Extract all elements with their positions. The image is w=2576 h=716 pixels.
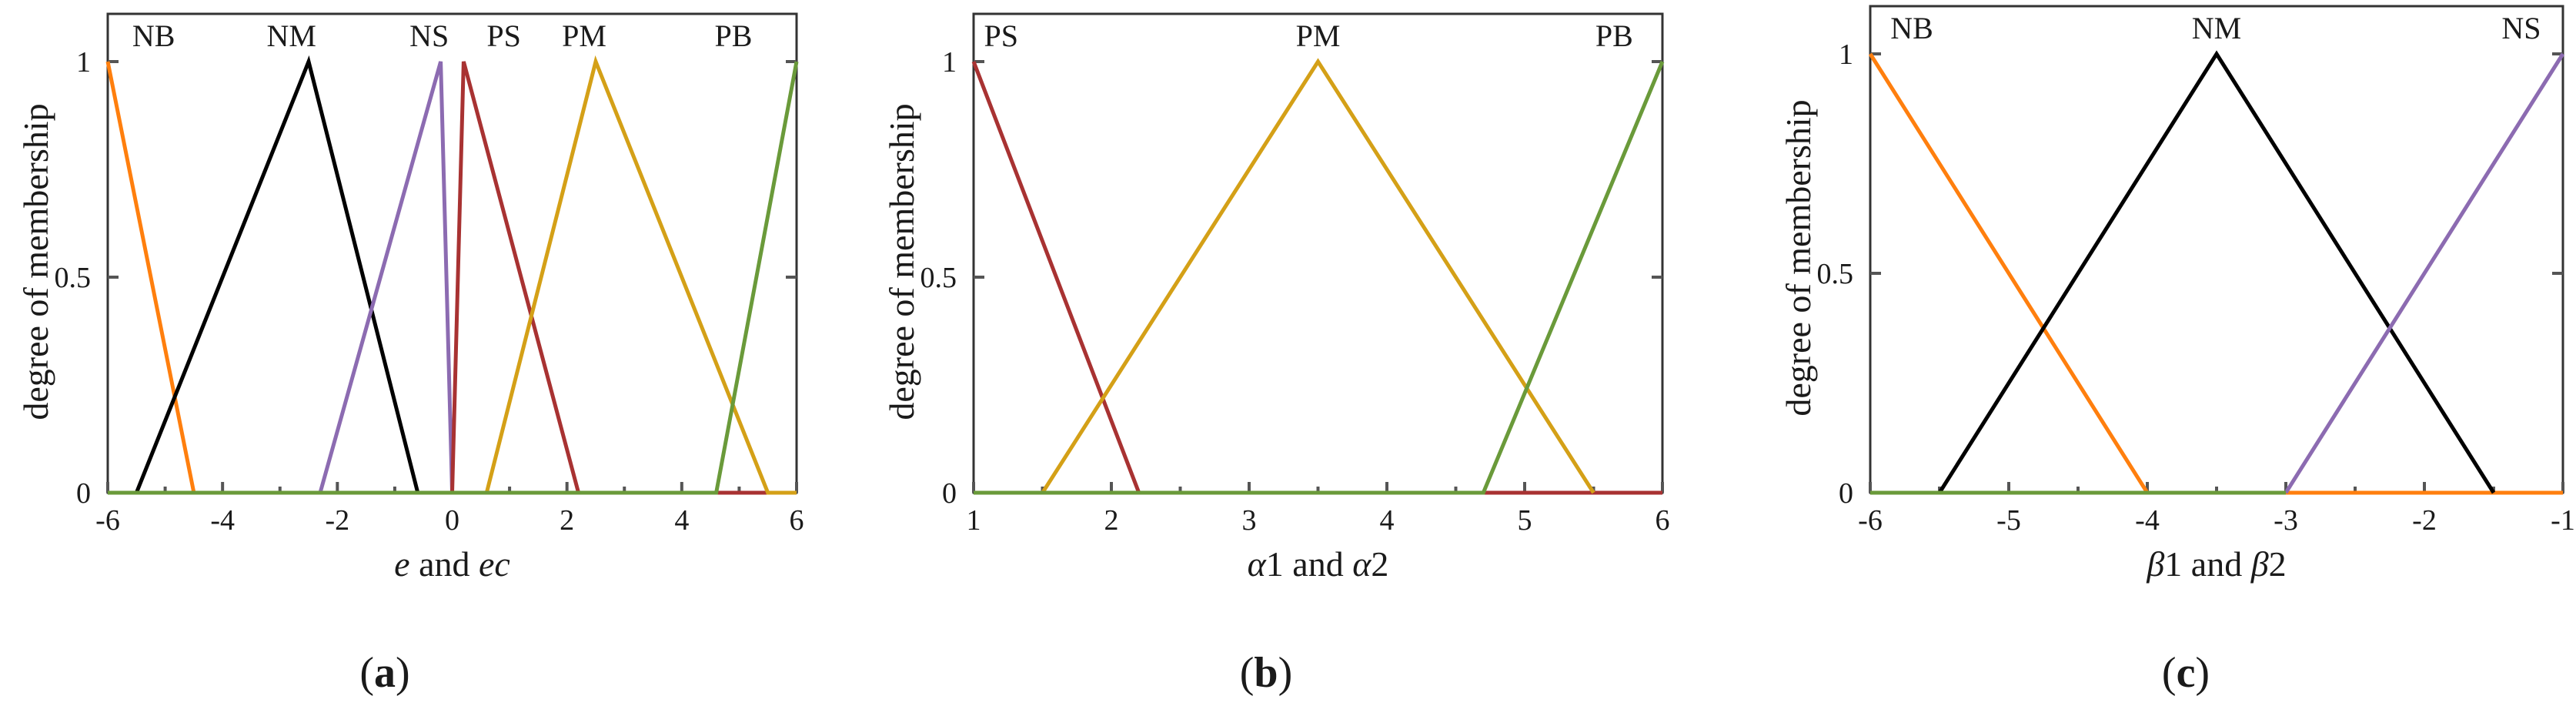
panel-label-part: ( xyxy=(2162,649,2177,697)
mf-label-pb: PB xyxy=(1595,18,1633,53)
y-tick-label: 1 xyxy=(942,46,957,79)
series-line-ps xyxy=(971,61,1662,495)
x-axis-title-part: 1 xyxy=(2164,544,2182,584)
x-axis-title-part: and xyxy=(1284,544,1352,584)
x-axis-title-part: 2 xyxy=(1371,544,1388,584)
x-axis-title-part: 1 xyxy=(1266,544,1284,584)
panel-label-part: c xyxy=(2177,649,2196,697)
x-tick-label: -4 xyxy=(210,504,235,537)
x-axis-title-part: β xyxy=(2250,544,2269,584)
x-tick-label: 2 xyxy=(560,504,574,537)
x-axis-title-part: α xyxy=(1248,544,1267,584)
x-tick-label: -6 xyxy=(1858,504,1883,537)
series-line-ns xyxy=(318,61,454,494)
mf-label-nb: NB xyxy=(132,18,175,53)
x-axis-title-part: e xyxy=(394,544,409,584)
chart-panel-c: 0 0.5 1 -6 -5 -4 -3 -2 -1 NB NM NS degree of members… xyxy=(1779,5,2575,697)
x-tick-label: 4 xyxy=(1380,504,1395,537)
x-tick-label: -2 xyxy=(2412,504,2437,537)
series-line-nm xyxy=(134,55,420,494)
y-tick-label: 0.5 xyxy=(920,262,957,294)
x-tick-label: -5 xyxy=(1996,504,2021,537)
axes-frame xyxy=(972,12,1664,494)
y-tick-label: 1 xyxy=(1839,38,1853,71)
y-tick-label: 1 xyxy=(76,46,91,79)
panel-label-part: ) xyxy=(2195,649,2210,697)
x-tick-label: 6 xyxy=(790,504,804,537)
x-axis-title-part: and xyxy=(410,544,479,584)
x-axis-title: α1 and α2 xyxy=(1248,544,1389,584)
x-axis-title-part: β xyxy=(2146,544,2164,584)
x-axis-title-part: α xyxy=(1352,544,1372,584)
x-tick-label: 6 xyxy=(1656,504,1670,537)
x-tick-label: -6 xyxy=(95,504,120,537)
x-axis-title: e and ec xyxy=(394,544,510,584)
x-tick-label: 5 xyxy=(1518,504,1532,537)
mf-label-nm: NM xyxy=(266,18,316,53)
y-tick-label: 0 xyxy=(76,477,91,510)
series-line-nb xyxy=(1868,52,2563,495)
mf-label-ns: NS xyxy=(409,18,449,53)
series-line-ns xyxy=(2284,52,2565,494)
y-tick-label: 0.5 xyxy=(1817,258,1854,290)
panel-label-part: a xyxy=(374,649,396,697)
panel-label-part: ( xyxy=(1240,649,1255,697)
panel-label: (a) xyxy=(359,649,409,697)
x-axis-title: β1 and β2 xyxy=(2146,544,2286,584)
series-line-pm xyxy=(484,55,797,495)
series-line-pb xyxy=(108,61,799,495)
x-tick-label: -1 xyxy=(2551,504,2575,537)
y-axis-title: degree of membership xyxy=(16,103,55,420)
axes-frame xyxy=(1869,5,2564,494)
x-tick-label: -4 xyxy=(2135,504,2160,537)
y-tick-label: 0 xyxy=(1839,477,1853,510)
mf-label-pm: PM xyxy=(1296,18,1341,53)
panel-label: (c) xyxy=(2162,649,2210,697)
x-axis-title-part: and xyxy=(2182,544,2250,584)
mf-label-nm: NM xyxy=(2192,11,2241,45)
x-tick-label: 1 xyxy=(967,504,981,537)
x-axis-title-part: ec xyxy=(479,544,510,584)
mf-label-nb: NB xyxy=(1890,11,1933,45)
y-tick-label: 0 xyxy=(942,477,957,510)
series-line-pb xyxy=(974,61,1665,495)
panel-label-part: ) xyxy=(1278,649,1293,697)
mf-label-ps: PS xyxy=(486,18,521,53)
mf-label-pb: PB xyxy=(714,18,752,53)
panel-label-part: ) xyxy=(396,649,410,697)
mf-label-pm: PM xyxy=(562,18,606,53)
panel-label-part: ( xyxy=(359,649,374,697)
y-axis-title: degree of membership xyxy=(1779,99,1818,416)
x-tick-label: 2 xyxy=(1104,504,1119,537)
x-tick-label: 4 xyxy=(674,504,689,537)
x-tick-label: -2 xyxy=(326,504,350,537)
mf-label-ps: PS xyxy=(984,18,1019,53)
mf-label-ns: NS xyxy=(2501,11,2541,45)
series-line-pm xyxy=(1041,58,1595,494)
x-axis-title-part: 2 xyxy=(2269,544,2287,584)
chart-panel-b: 0 0.5 1 1 2 3 4 5 6 PS PM PB degree of membership α1 … xyxy=(882,12,1670,697)
x-tick-label: 0 xyxy=(445,504,459,537)
x-tick-label: -3 xyxy=(2274,504,2298,537)
y-axis-title: degree of membership xyxy=(882,103,921,420)
series-line-nm xyxy=(1937,50,2496,494)
y-tick-label: 0.5 xyxy=(55,262,92,294)
panel-label-part: b xyxy=(1254,649,1278,697)
panel-label: (b) xyxy=(1240,649,1292,697)
chart-panel-a: 0 0.5 1 -6 -4 -2 0 2 4 6 NB NM NS PS PM PB degree of mem… xyxy=(16,12,804,697)
x-tick-label: 3 xyxy=(1242,504,1257,537)
